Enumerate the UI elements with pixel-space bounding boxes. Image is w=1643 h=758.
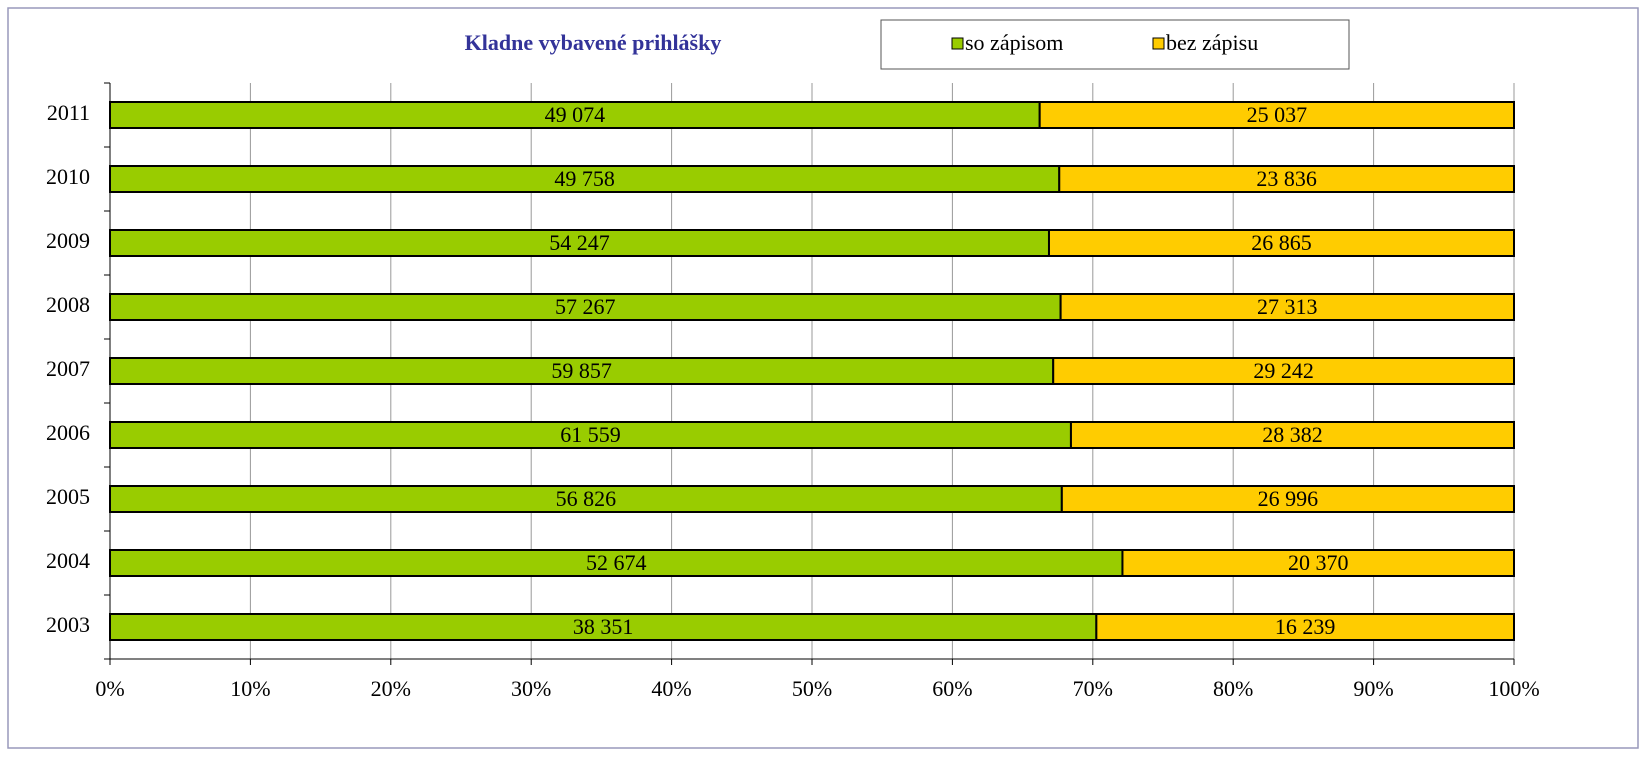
bar-segment: [1121, 549, 1515, 577]
y-tick-label: 2011: [47, 100, 90, 125]
data-label: 49 758: [554, 166, 615, 191]
data-label: 54 247: [549, 230, 610, 255]
y-tick-label: 2008: [46, 292, 90, 317]
bar-segment: [1058, 165, 1516, 193]
bar-segment: [109, 357, 1055, 385]
bar-segment: [109, 421, 1072, 449]
bar-segment: [1060, 485, 1516, 513]
x-tick-label: 0%: [95, 676, 124, 701]
data-label: 52 674: [586, 550, 647, 575]
data-label: 59 857: [551, 358, 612, 383]
data-label: 38 351: [573, 614, 634, 639]
bar-segment: [1059, 293, 1516, 321]
x-tick-label: 80%: [1213, 676, 1253, 701]
data-label: 26 996: [1258, 486, 1319, 511]
y-tick-label: 2009: [46, 228, 90, 253]
legend-label: bez zápisu: [1166, 30, 1258, 55]
bar-segment: [109, 229, 1050, 257]
data-label: 20 370: [1288, 550, 1349, 575]
legend-box: [880, 19, 1350, 70]
y-tick-label: 2006: [46, 420, 90, 445]
data-label: 28 382: [1262, 422, 1323, 447]
legend-swatch: [951, 37, 964, 50]
data-label: 25 037: [1247, 102, 1308, 127]
bar-segment: [1047, 229, 1516, 257]
bar-segment: [1052, 357, 1515, 385]
y-tick-label: 2007: [46, 356, 90, 381]
legend-label: so zápisom: [965, 30, 1063, 55]
data-label: 49 074: [545, 102, 606, 127]
legend-swatch: [1152, 37, 1165, 50]
y-tick-label: 2010: [46, 164, 90, 189]
data-label: 29 242: [1253, 358, 1314, 383]
bar-segment: [109, 485, 1063, 513]
x-tick-label: 10%: [230, 676, 270, 701]
data-label: 23 836: [1256, 166, 1317, 191]
data-label: 57 267: [555, 294, 616, 319]
x-tick-label: 40%: [651, 676, 691, 701]
bar-segment: [1095, 613, 1516, 641]
chart-title: Kladne vybavené prihlášky: [465, 30, 722, 55]
bar-segment: [109, 613, 1098, 641]
x-tick-label: 50%: [792, 676, 832, 701]
bar-segment: [1069, 421, 1515, 449]
x-tick-label: 100%: [1488, 676, 1539, 701]
data-label: 56 826: [556, 486, 617, 511]
data-label: 26 865: [1251, 230, 1312, 255]
x-tick-label: 30%: [511, 676, 551, 701]
bar-segment: [109, 549, 1124, 577]
bar-segment: [109, 101, 1041, 129]
x-tick-label: 20%: [371, 676, 411, 701]
x-tick-label: 90%: [1353, 676, 1393, 701]
y-tick-label: 2003: [46, 612, 90, 637]
y-tick-label: 2004: [46, 548, 90, 573]
data-label: 61 559: [560, 422, 621, 447]
y-tick-label: 2005: [46, 484, 90, 509]
bar-segment: [109, 293, 1062, 321]
x-tick-label: 60%: [932, 676, 972, 701]
bar-segment: [1038, 101, 1516, 129]
data-label: 16 239: [1275, 614, 1336, 639]
data-label: 27 313: [1257, 294, 1318, 319]
x-tick-label: 70%: [1073, 676, 1113, 701]
